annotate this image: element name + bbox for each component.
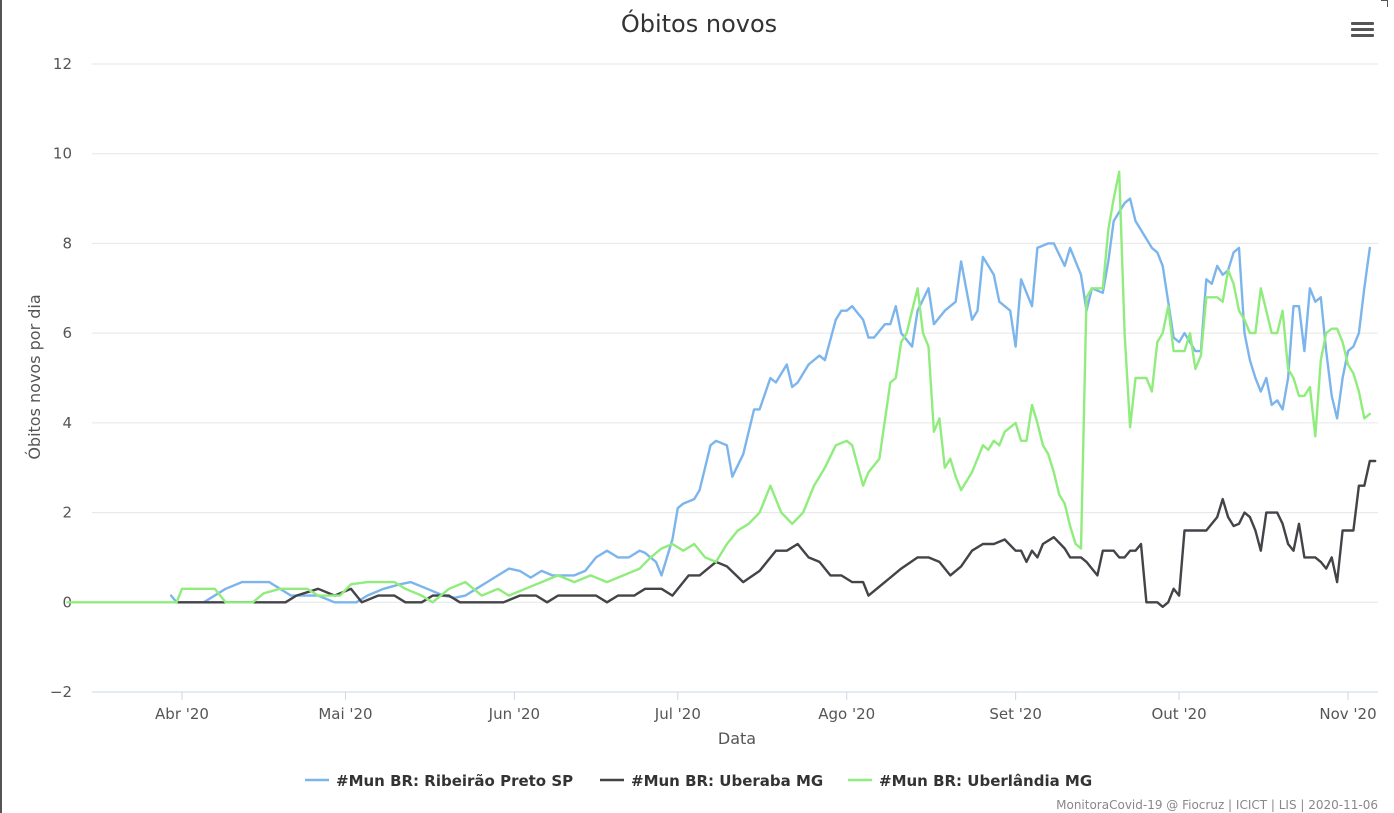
legend-item-uberlandia[interactable]: #Mun BR: Uberlândia MG: [848, 772, 1092, 790]
y-tick-label: 10: [53, 145, 72, 163]
legend-label: #Mun BR: Uberlândia MG: [879, 772, 1092, 790]
y-tick-label: 4: [62, 414, 72, 432]
y-tick-label: 6: [62, 324, 72, 342]
x-axis: Abr '20 Mai '20 Jun '20 Jul '20 Ago '20 Set '…: [155, 692, 1377, 723]
legend-label: #Mun BR: Ribeirão Preto SP: [336, 772, 573, 790]
x-tick-label: Jul '20: [654, 705, 701, 723]
x-tick-label: Ago '20: [818, 705, 875, 723]
x-tick-label: Jun '20: [488, 705, 540, 723]
legend-label: #Mun BR: Uberaba MG: [631, 772, 823, 790]
legend-item-ribeirao[interactable]: #Mun BR: Ribeirão Preto SP: [305, 772, 573, 790]
series-line-ribeirao[interactable]: [169, 197, 1372, 604]
x-tick-label: Set '20: [989, 705, 1042, 723]
credits-text: MonitoraCovid-19 @ Fiocruz | ICICT | LIS…: [1056, 798, 1378, 812]
x-tick-label: Nov '20: [1319, 705, 1376, 723]
y-tick-label: −2: [50, 683, 72, 701]
x-tick-label: Mai '20: [318, 705, 372, 723]
y-tick-label: 12: [53, 55, 72, 73]
series-lines: [66, 170, 1377, 608]
series-line-uberaba[interactable]: [175, 459, 1377, 608]
chart-title: Óbitos novos: [621, 8, 777, 38]
y-tick-label: 8: [62, 234, 72, 252]
left-frame-border: [0, 0, 2, 813]
y-tick-label: 2: [62, 504, 72, 522]
legend: #Mun BR: Ribeirão Preto SP #Mun BR: Ubera…: [305, 772, 1092, 790]
corner-mark: [1381, 0, 1388, 7]
x-axis-title: Data: [718, 729, 756, 748]
series-line-uberlandia[interactable]: [66, 170, 1372, 604]
legend-item-uberaba[interactable]: #Mun BR: Uberaba MG: [600, 772, 823, 790]
y-axis-title: Óbitos novos por dia: [25, 294, 44, 459]
grid-lines: [92, 63, 1378, 693]
x-tick-label: Out '20: [1151, 705, 1206, 723]
hamburger-menu-icon[interactable]: [1342, 14, 1376, 44]
x-tick-label: Abr '20: [155, 705, 209, 723]
